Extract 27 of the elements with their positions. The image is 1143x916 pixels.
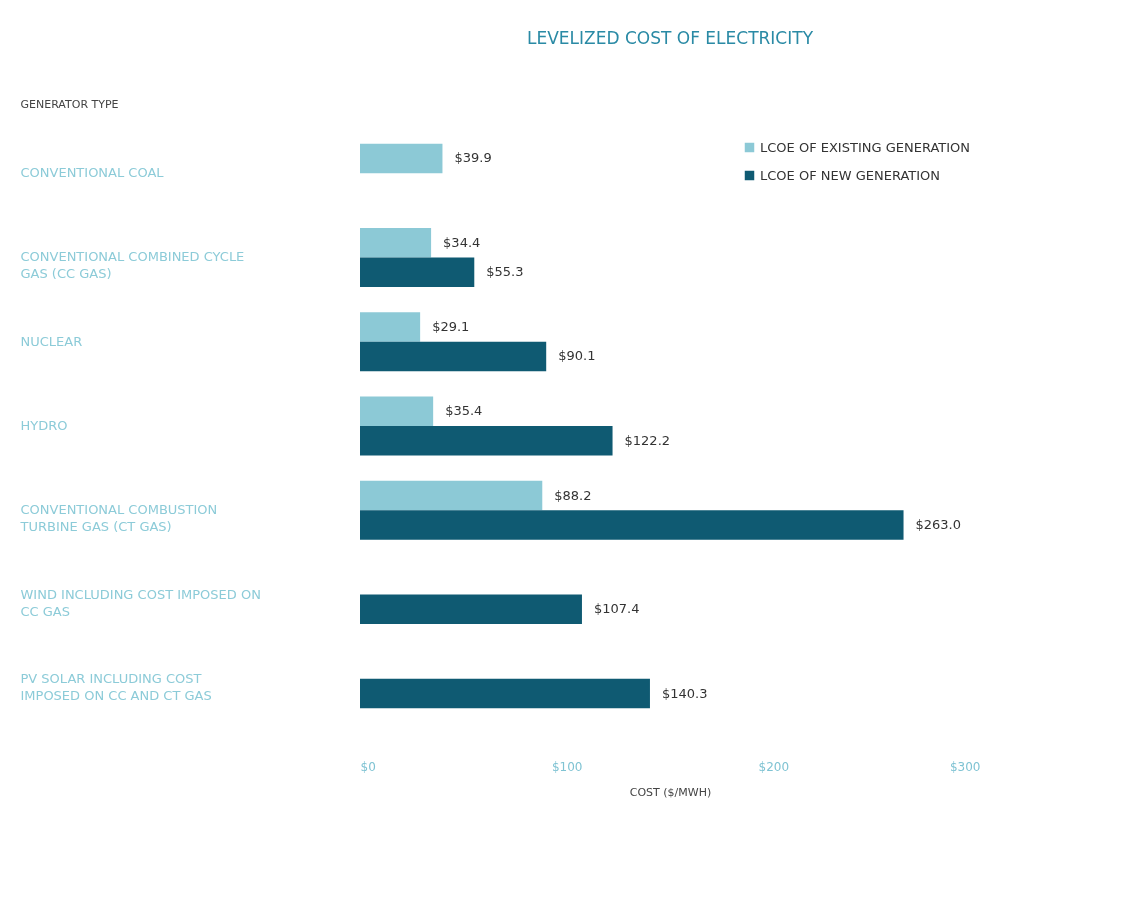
data-label: $34.4 <box>443 234 481 250</box>
x-tick-label: $100 <box>551 759 583 774</box>
y-axis-title: GENERATOR TYPE <box>20 97 119 111</box>
data-label: $90.1 <box>558 348 596 364</box>
data-label: $88.2 <box>554 487 592 503</box>
y-tick-label: WIND INCLUDING COST IMPOSED ON CC GAS <box>20 586 261 619</box>
legend-label: LCOE OF NEW GENERATION <box>760 167 941 183</box>
y-tick-label: CONVENTIONAL COMBINED CYCLE GAS (CC GAS) <box>20 249 245 282</box>
y-tick-label: CONVENTIONAL COAL <box>20 165 165 181</box>
data-label: $35.4 <box>445 403 483 419</box>
data-label: $29.1 <box>432 318 470 334</box>
chart-title: LEVELIZED COST OF ELECTRICITY <box>526 28 814 48</box>
x-tick-label: $300 <box>949 759 981 774</box>
x-tick-label: $0 <box>360 759 376 774</box>
x-axis-title: COST ($/MWH) <box>629 785 712 799</box>
data-label: $122.2 <box>624 432 671 448</box>
y-tick-label: PV SOLAR INCLUDING COST IMPOSED ON CC AND CT GAS <box>20 670 212 703</box>
data-label: $263.0 <box>915 517 962 533</box>
data-label: $107.4 <box>593 601 640 617</box>
y-tick-label: HYDRO <box>20 418 68 433</box>
data-label: $140.3 <box>661 685 708 701</box>
data-label: $39.9 <box>454 150 492 166</box>
y-tick-label: NUCLEAR <box>20 333 83 349</box>
legend-label: LCOE OF EXISTING GENERATION <box>760 139 970 155</box>
x-tick-label: $200 <box>758 759 790 774</box>
y-tick-label: CONVENTIONAL COMBUSTION TURBINE GAS (CT GAS) <box>19 502 218 535</box>
data-label: $55.3 <box>486 264 524 280</box>
